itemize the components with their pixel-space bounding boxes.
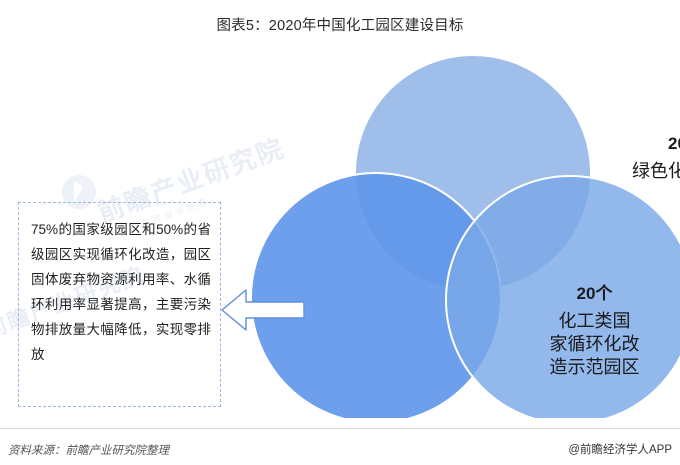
venn-circle-smart (445, 175, 680, 418)
source-note: 资料来源：前瞻产业研究院整理 (8, 445, 169, 457)
venn-diagram: 20个 绿色化工园区 20个 化工类国 家循环化改 造示范园区 20个 智慧化工… (245, 40, 680, 418)
annotation-text: 75%的国家级园区和50%的省级园区实现循环化改造，园区固体废弃物资源利用率、水… (31, 222, 211, 362)
annotation-box: 75%的国家级园区和50%的省级园区实现循环化改造，园区固体废弃物资源利用率、水… (18, 202, 221, 407)
annotation-arrow-icon (220, 281, 306, 339)
app-credit: @前瞻经济学人APP (568, 444, 672, 456)
page-title: 图表5：2020年中国化工园区建设目标 (216, 18, 464, 34)
footer-divider (0, 428, 680, 429)
